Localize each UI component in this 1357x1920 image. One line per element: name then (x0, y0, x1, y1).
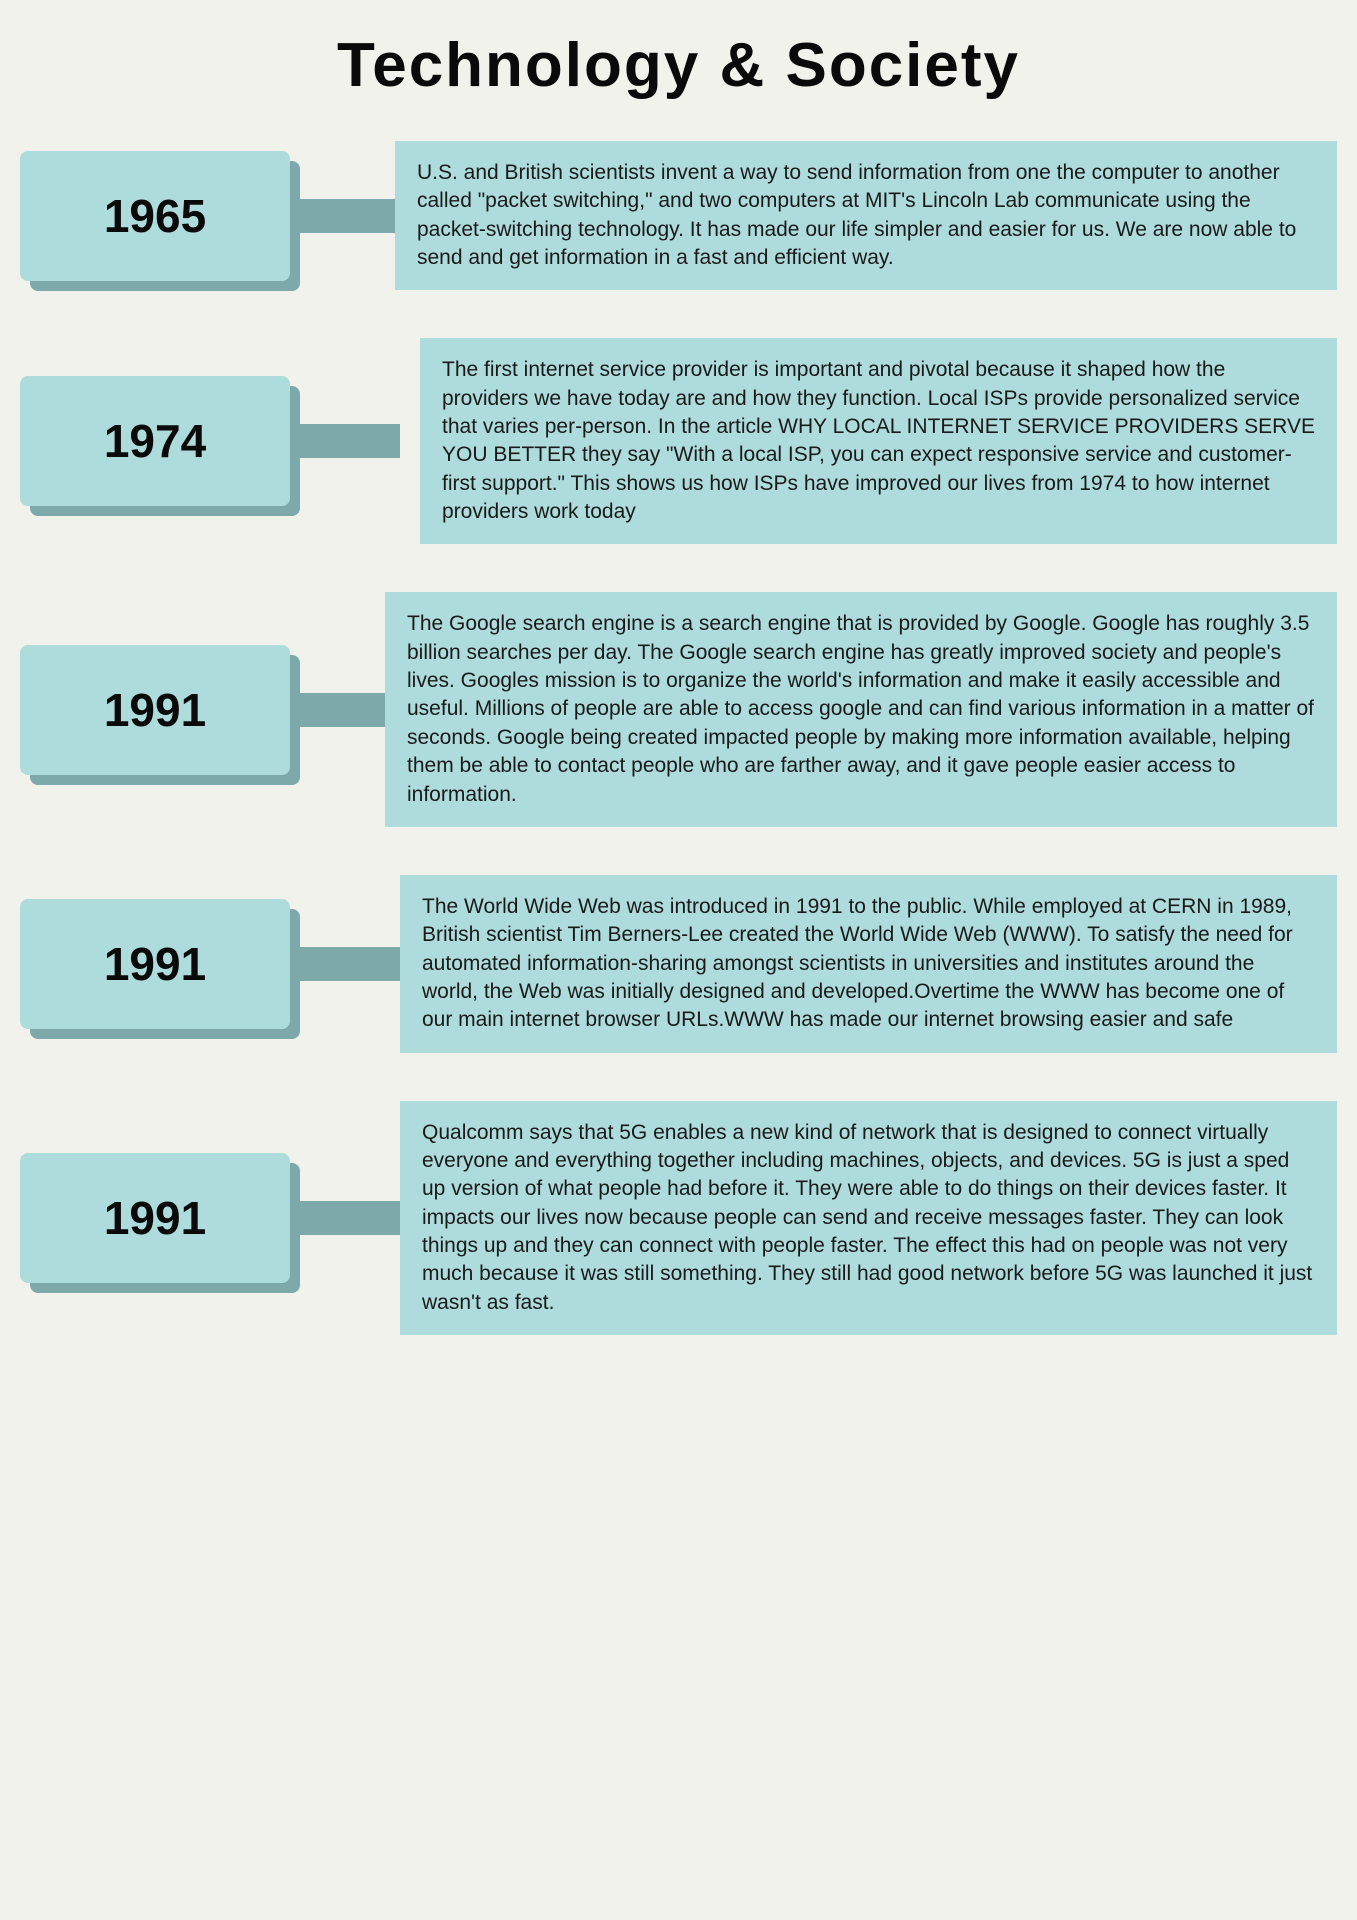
timeline-entry: 1991 The Google search engine is a search… (20, 592, 1337, 826)
year-label: 1991 (20, 1153, 290, 1283)
year-box: 1991 (20, 645, 290, 775)
connector-bar (290, 947, 400, 981)
description-box: The Google search engine is a search eng… (385, 592, 1337, 826)
connector-bar (290, 1201, 400, 1235)
year-label: 1991 (20, 645, 290, 775)
year-label: 1965 (20, 151, 290, 281)
description-box: The World Wide Web was introduced in 199… (400, 875, 1337, 1053)
timeline-entry: 1991 The World Wide Web was introduced in… (20, 875, 1337, 1053)
page-title: Technology & Society (20, 30, 1337, 101)
description-box: U.S. and British scientists invent a way… (395, 141, 1337, 290)
year-box: 1991 (20, 1153, 290, 1283)
timeline: 1965 U.S. and British scientists invent a… (20, 141, 1337, 1335)
description-box: The first internet service provider is i… (420, 338, 1337, 544)
year-box: 1991 (20, 899, 290, 1029)
year-box: 1974 (20, 376, 290, 506)
connector-bar (290, 424, 400, 458)
timeline-entry: 1991 Qualcomm says that 5G enables a new … (20, 1101, 1337, 1335)
year-label: 1974 (20, 376, 290, 506)
description-box: Qualcomm says that 5G enables a new kind… (400, 1101, 1337, 1335)
connector-bar (290, 199, 400, 233)
year-box: 1965 (20, 151, 290, 281)
year-label: 1991 (20, 899, 290, 1029)
timeline-entry: 1974 The first internet service provider … (20, 338, 1337, 544)
connector-bar (290, 693, 400, 727)
timeline-entry: 1965 U.S. and British scientists invent a… (20, 141, 1337, 290)
